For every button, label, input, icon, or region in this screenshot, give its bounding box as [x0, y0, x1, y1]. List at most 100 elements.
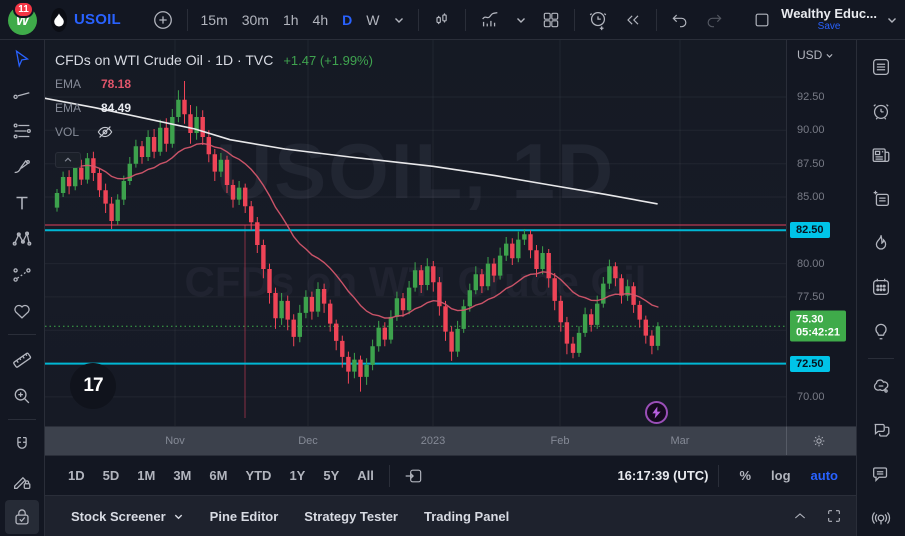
pine-editor-label: Pine Editor — [209, 508, 279, 524]
clock-utc[interactable]: 16:17:39 (UTC) — [617, 468, 709, 483]
tf-1w[interactable]: W — [366, 11, 380, 28]
pine-editor-tab[interactable]: Pine Editor — [210, 509, 279, 524]
tf-15m[interactable]: 15m — [200, 11, 228, 28]
range-5d[interactable]: 5D — [102, 468, 120, 483]
indicators-icon[interactable] — [472, 6, 508, 34]
stock-screener-tab[interactable]: Stock Screener — [71, 509, 184, 524]
axis-settings-corner[interactable] — [786, 426, 856, 455]
strategy-tester-tab[interactable]: Strategy Tester — [304, 509, 398, 524]
indicator-ema2-label[interactable]: EMA — [55, 101, 82, 115]
range-1y[interactable]: 1Y — [289, 468, 306, 483]
brush-tool[interactable] — [5, 150, 39, 184]
public-chats-icon[interactable] — [863, 413, 899, 448]
alert-add-icon[interactable] — [580, 6, 616, 34]
log-scale-button[interactable]: log — [771, 468, 791, 483]
redo-icon[interactable] — [697, 6, 731, 34]
price-tick: 70.00 — [797, 390, 825, 403]
flash-lightning-icon[interactable] — [645, 401, 668, 424]
chevron-down-icon[interactable] — [879, 6, 905, 34]
notes-icon[interactable] — [863, 181, 899, 216]
range-1m[interactable]: 1M — [137, 468, 156, 483]
xabcd-pattern-tool[interactable] — [5, 222, 39, 256]
private-chats-icon[interactable] — [863, 457, 899, 492]
tf-1h[interactable]: 1h — [282, 11, 299, 28]
time-tick: 2023 — [420, 435, 446, 447]
divider — [8, 334, 36, 335]
indicator-vol-label[interactable]: VOL — [55, 125, 80, 139]
chevron-down-icon[interactable] — [508, 6, 534, 34]
layout-grid-icon[interactable] — [534, 6, 568, 34]
range-all[interactable]: All — [357, 468, 374, 483]
layout-name: Wealthy Educ... — [781, 5, 877, 21]
streams-icon[interactable] — [863, 501, 899, 536]
undo-icon[interactable] — [663, 6, 697, 34]
account-logo[interactable]: W 11 — [8, 0, 37, 37]
range-3m[interactable]: 3M — [173, 468, 192, 483]
watchlist-icon[interactable] — [863, 49, 899, 84]
symbol-button[interactable]: USOIL — [73, 11, 121, 28]
price-chart[interactable] — [45, 40, 786, 426]
price-change: +1.47 (+1.99%) — [283, 52, 373, 68]
chart-style-icon[interactable] — [425, 6, 459, 34]
chevron-down-icon — [174, 514, 182, 519]
save-button[interactable]: Save — [817, 20, 841, 32]
zoom-in-tool[interactable] — [5, 379, 39, 413]
trend-line-tool[interactable] — [5, 78, 39, 112]
calendar-icon[interactable] — [863, 269, 899, 304]
text-tool[interactable] — [5, 186, 39, 220]
time-axis[interactable]: Nov Dec 2023 Feb Mar — [45, 426, 786, 455]
range-1d[interactable]: 1D — [68, 468, 85, 483]
gear-icon[interactable] — [811, 433, 827, 449]
go-to-date-icon[interactable] — [404, 466, 424, 486]
divider — [8, 419, 36, 420]
bar-replay-icon[interactable] — [616, 6, 650, 34]
time-tick: Mar — [670, 435, 690, 447]
price-tick: 80.00 — [797, 257, 825, 270]
range-ytd[interactable]: YTD — [245, 468, 272, 483]
chevron-down-icon — [826, 53, 833, 58]
tf-1d[interactable]: D — [342, 11, 353, 28]
currency-selector[interactable]: USD — [797, 48, 834, 62]
indicator-ema-label[interactable]: EMA — [55, 77, 82, 91]
prediction-tool[interactable] — [5, 258, 39, 292]
tf-4h[interactable]: 4h — [312, 11, 329, 28]
legend-collapse-button[interactable] — [55, 152, 81, 168]
symbol-description[interactable]: CFDs on WTI Crude Oil · 1D · TVC — [55, 52, 274, 68]
chevron-down-icon[interactable] — [386, 6, 412, 34]
range-6m[interactable]: 6M — [209, 468, 228, 483]
hotlists-icon[interactable] — [863, 225, 899, 260]
save-layout-icon[interactable] — [745, 6, 779, 34]
percent-scale-button[interactable]: % — [739, 468, 752, 483]
chart-pane[interactable]: USOIL, 1D CFDs on WTI Crude Oil CFDs on … — [45, 40, 786, 426]
lock-all-tool[interactable] — [5, 500, 39, 534]
price-axis[interactable]: USD 92.50 90.00 87.50 85.00 82.50 80.00 77.50 7… — [786, 40, 856, 426]
fullscreen-icon[interactable] — [826, 508, 842, 524]
divider — [573, 8, 575, 31]
drawing-lock-tool[interactable] — [5, 464, 39, 498]
tradingview-logo[interactable]: 17 — [70, 363, 116, 409]
notification-badge: 11 — [13, 0, 34, 18]
fib-retracement-tool[interactable] — [5, 114, 39, 148]
news-icon[interactable] — [863, 137, 899, 172]
time-tick: Nov — [165, 435, 185, 447]
divider — [656, 8, 658, 31]
eye-off-icon[interactable] — [95, 122, 115, 142]
tf-30m[interactable]: 30m — [241, 11, 269, 28]
alerts-icon[interactable] — [863, 93, 899, 128]
minds-icon[interactable] — [863, 369, 899, 404]
trading-panel-tab[interactable]: Trading Panel — [424, 509, 509, 524]
ruler-tool[interactable] — [5, 343, 39, 377]
ideas-icon[interactable] — [863, 313, 899, 348]
divider — [418, 8, 420, 31]
bottom-toolbar: 1D 5D 1M 3M 6M YTD 1Y 5Y All 16:17:39 (U… — [45, 455, 856, 495]
range-5y[interactable]: 5Y — [323, 468, 340, 483]
magnet-tool[interactable] — [5, 428, 39, 462]
emoji-heart-tool[interactable] — [5, 294, 39, 328]
panel-expand-icon[interactable] — [792, 508, 808, 524]
compare-add-icon[interactable] — [145, 6, 181, 34]
currency-label: USD — [797, 48, 823, 62]
cursor-tool[interactable] — [5, 42, 39, 76]
layout-name-dropdown[interactable]: Wealthy Educ... Save — [781, 7, 877, 33]
auto-scale-button[interactable]: auto — [810, 468, 838, 483]
